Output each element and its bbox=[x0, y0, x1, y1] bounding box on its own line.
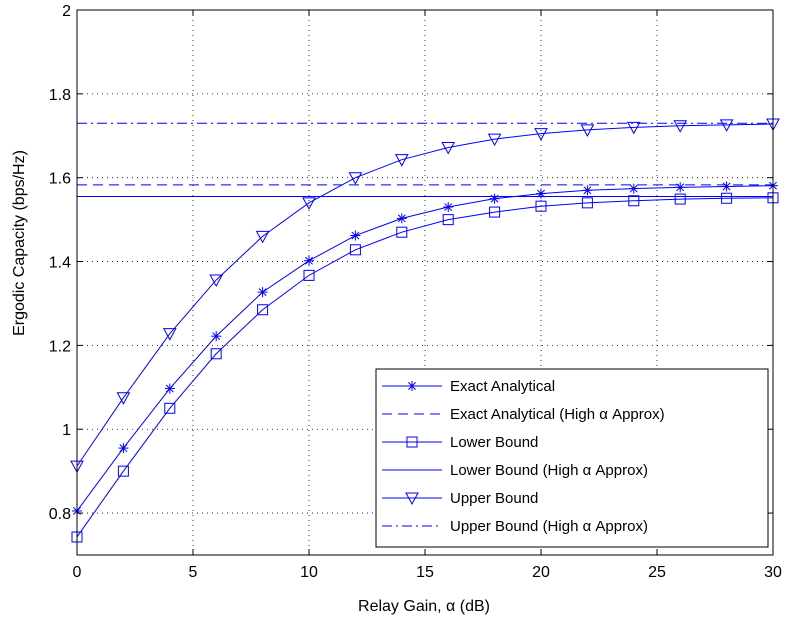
legend-label: Upper Bound bbox=[450, 490, 538, 507]
data-point bbox=[443, 202, 454, 213]
data-point bbox=[394, 154, 409, 167]
data-point bbox=[257, 287, 268, 298]
legend-box bbox=[375, 368, 769, 548]
data-point bbox=[489, 193, 500, 204]
data-point bbox=[257, 304, 269, 316]
series-line-5 bbox=[76, 123, 774, 467]
data-point bbox=[255, 230, 270, 244]
data-point bbox=[211, 331, 222, 342]
series-group bbox=[70, 118, 780, 543]
data-point bbox=[536, 188, 546, 199]
data-point bbox=[164, 402, 176, 414]
y-tick-label: 1 bbox=[62, 422, 71, 439]
data-point bbox=[162, 328, 177, 341]
data-point bbox=[626, 121, 641, 135]
data-point bbox=[396, 226, 408, 238]
legend-item: Upper Bound bbox=[382, 490, 538, 507]
y-tick-label: 1.6 bbox=[49, 171, 71, 188]
data-point bbox=[581, 197, 593, 209]
data-point bbox=[489, 206, 501, 218]
legend: Exact Analytical Exact Analytical (High α… bbox=[375, 368, 769, 548]
data-point bbox=[487, 133, 502, 147]
data-point bbox=[582, 185, 593, 196]
data-point bbox=[442, 214, 454, 226]
data-point bbox=[304, 255, 314, 266]
legend-item: Lower Bound bbox=[382, 434, 538, 451]
legend-item: Upper Bound (High α Approx) bbox=[382, 518, 648, 535]
data-point bbox=[580, 124, 595, 137]
data-point bbox=[719, 119, 734, 132]
legend-label: Lower Bound bbox=[450, 434, 538, 451]
y-tick-label: 1.8 bbox=[49, 87, 71, 104]
legend-label: Exact Analytical bbox=[450, 378, 555, 395]
x-tick-label: 30 bbox=[764, 564, 782, 581]
data-point bbox=[209, 274, 224, 288]
x-tick-label: 10 bbox=[300, 564, 318, 581]
data-point bbox=[164, 383, 175, 394]
legend-marker bbox=[407, 381, 417, 391]
y-tick-label: 1.4 bbox=[49, 255, 71, 272]
data-point bbox=[210, 348, 222, 360]
legend-item: Lower Bound (High α Approx) bbox=[382, 462, 648, 479]
x-tick-label: 15 bbox=[416, 564, 434, 581]
x-axis-label: Relay Gain, α (dB) bbox=[358, 598, 490, 615]
data-point bbox=[721, 192, 733, 204]
data-point bbox=[628, 195, 640, 207]
data-point bbox=[348, 172, 363, 185]
y-tick-label: 2 bbox=[62, 3, 71, 20]
data-point bbox=[118, 443, 129, 454]
x-tick-label: 5 bbox=[189, 564, 198, 581]
data-point bbox=[396, 213, 407, 224]
data-point bbox=[350, 230, 361, 241]
data-point bbox=[534, 128, 548, 141]
data-point bbox=[675, 182, 686, 193]
tick-labels: 0 5 10 15 20 25 30 0.8 1 1.2 1.4 1.6 1.8 2 bbox=[49, 3, 782, 581]
legend-marker bbox=[406, 436, 418, 448]
data-point bbox=[535, 200, 547, 212]
data-point bbox=[303, 269, 315, 281]
x-tick-label: 20 bbox=[532, 564, 550, 581]
legend-label: Lower Bound (High α Approx) bbox=[450, 462, 648, 479]
series-line-3 bbox=[76, 197, 774, 538]
legend-marker bbox=[405, 492, 419, 506]
data-point bbox=[628, 183, 639, 194]
data-point bbox=[302, 197, 316, 210]
series-line-1 bbox=[76, 185, 774, 512]
legend-label: Upper Bound (High α Approx) bbox=[450, 518, 648, 535]
y-axis-label: Ergodic Capacity (bps/Hz) bbox=[11, 150, 28, 336]
legend-item: Exact Analytical (High α Approx) bbox=[382, 406, 665, 423]
y-tick-label: 1.2 bbox=[49, 338, 71, 355]
legend-label: Exact Analytical (High α Approx) bbox=[450, 406, 665, 423]
data-point bbox=[117, 465, 129, 477]
data-point bbox=[349, 244, 361, 256]
data-point bbox=[721, 181, 732, 192]
legend-item: Exact Analytical bbox=[382, 378, 555, 395]
y-tick-label: 0.8 bbox=[49, 506, 71, 523]
data-point bbox=[673, 120, 688, 133]
data-point bbox=[441, 142, 456, 155]
x-tick-label: 25 bbox=[648, 564, 666, 581]
x-tick-label: 0 bbox=[73, 564, 82, 581]
data-point bbox=[674, 193, 686, 205]
data-point bbox=[116, 392, 131, 405]
